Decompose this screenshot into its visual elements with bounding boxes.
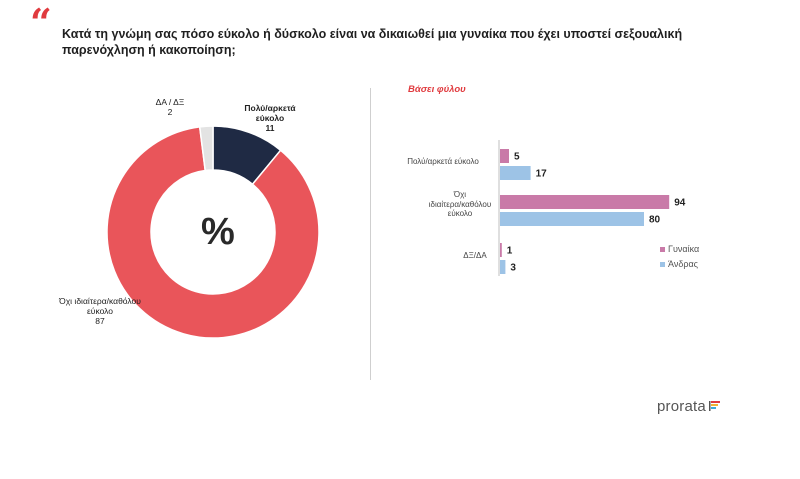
logo-flag-icon [708,401,720,411]
bar-value-women-0: 5 [514,152,520,163]
question-title: Κατά τη γνώμη σας πόσο εύκολο ή δύσκολο … [62,27,683,57]
legend-women: Γυναίκα [660,244,699,254]
bar-value-men-1: 80 [649,215,661,226]
bar-category-dk-line1: ΔΞ/ΔΑ [463,251,487,260]
bar-men-1 [500,212,644,226]
legend-women-label: Γυναίκα [668,244,700,254]
donut-label-easy: Πολύ/αρκετά εύκολο 11 [235,103,305,133]
bar-category-dk: ΔΞ/ΔΑ [450,251,500,261]
donut-label-easy-name2: εύκολο [255,113,285,123]
bar-category-easy: Πολύ/αρκετά εύκολο [388,157,498,167]
bar-men-2 [500,260,506,274]
donut-label-dk: ΔΑ / ΔΞ 2 [140,97,200,117]
gender-subtitle: Βάσει φύλου [408,84,466,95]
legend-men-label: Άνδρας [668,259,699,269]
bar-value-men-0: 17 [536,169,548,180]
bar-category-easy-line1: Πολύ/αρκετά εύκολο [407,157,479,166]
donut-label-not-easy-name1: Όχι ιδιαίτερα/καθόλου [59,296,141,306]
donut-label-not-easy-value: 87 [95,316,105,326]
bar-category-not-easy-line3: εύκολο [447,209,473,218]
donut-center-label: % [201,211,235,253]
legend-men-swatch [660,262,665,268]
panel-divider [370,88,371,380]
bar-category-not-easy: Όχι ιδιαίτερα/καθόλου εύκολο [420,190,500,219]
donut-slice-not-easy [106,125,320,339]
bar-value-women-1: 94 [674,198,686,209]
bar-value-men-2: 3 [510,263,516,274]
bar-value-women-2: 1 [507,246,513,257]
quote-mark: “ [30,0,52,45]
bar-men-0 [500,166,531,180]
donut-label-easy-value: 11 [265,123,275,133]
donut-label-not-easy-name2: εύκολο [87,306,113,316]
bar-women-0 [500,149,509,163]
donut-label-dk-value: 2 [167,107,173,117]
bar-women-1 [500,195,670,209]
bar-women-2 [500,243,502,257]
donut-label-not-easy: Όχι ιδιαίτερα/καθόλου εύκολο 87 [40,296,160,326]
legend-men: Άνδρας [660,259,698,269]
bar-category-not-easy-line1: Όχι [453,190,467,199]
donut-label-easy-name1: Πολύ/αρκετά [244,103,296,113]
prorata-logo: prorata [657,398,722,415]
legend-women-swatch [660,247,665,253]
donut-slice-dk [198,125,214,172]
bar-category-not-easy-line2: ιδιαίτερα/καθόλου [428,199,492,209]
donut-label-dk-name: ΔΑ / ΔΞ [155,97,185,107]
logo-text: prorata [657,398,706,415]
